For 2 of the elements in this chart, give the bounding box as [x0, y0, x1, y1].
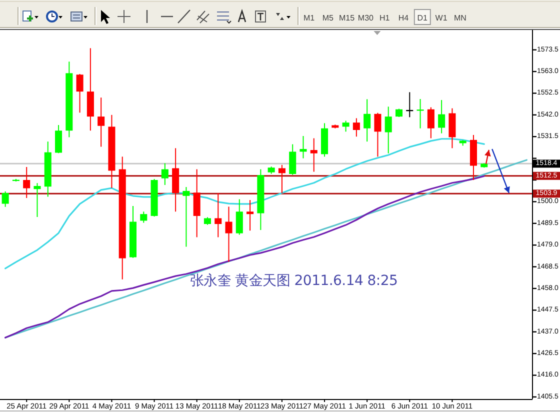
annotation: 张永奎 黄金天图 2011.6.14 8:25	[190, 272, 398, 289]
toolbar: M1 M5 M15 M30 H1 H4 D1 W1 MN	[0, 0, 560, 28]
